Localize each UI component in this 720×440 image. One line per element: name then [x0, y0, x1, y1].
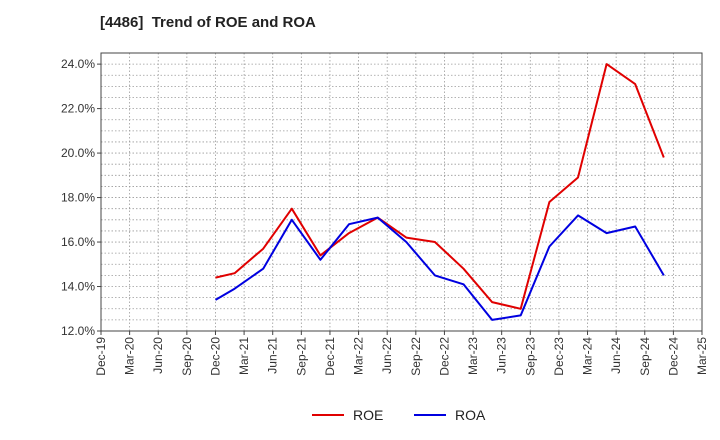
- x-tick-label: Mar-25: [695, 337, 709, 375]
- y-tick-label: 22.0%: [61, 102, 95, 116]
- y-tick-label: 24.0%: [61, 57, 95, 71]
- x-tick-label: Sep-22: [409, 337, 423, 376]
- legend-label-roe: ROE: [353, 407, 383, 423]
- x-tick-label: Jun-20: [151, 337, 165, 374]
- x-tick-label: Sep-20: [180, 337, 194, 376]
- y-tick-label: 20.0%: [61, 146, 95, 160]
- x-tick-label: Jun-23: [495, 337, 509, 374]
- x-tick-label: Mar-23: [466, 337, 480, 375]
- x-tick-label: Mar-24: [581, 337, 595, 375]
- x-tick-label: Mar-22: [352, 337, 366, 375]
- x-tick-label: Jun-21: [266, 337, 280, 374]
- y-tick-label: 14.0%: [61, 280, 95, 294]
- x-tick-label: Dec-19: [94, 337, 108, 376]
- series-line-roa: [214, 214, 665, 321]
- legend-label-roa: ROA: [455, 407, 486, 423]
- x-tick-label: Dec-21: [323, 337, 337, 376]
- x-tick-label: Dec-23: [552, 337, 566, 376]
- x-tick-label: Sep-23: [523, 337, 537, 376]
- x-tick-label: Sep-24: [638, 337, 652, 376]
- y-tick-label: 16.0%: [61, 235, 95, 249]
- chart-title: [4486] Trend of ROE and ROA: [100, 14, 316, 31]
- x-tick-label: Dec-22: [437, 337, 451, 376]
- plot-area: [101, 53, 702, 331]
- x-tick-label: Jun-22: [380, 337, 394, 374]
- series-line-roe: [215, 63, 665, 310]
- x-tick-label: Dec-24: [666, 337, 680, 376]
- x-tick-label: Mar-21: [237, 337, 251, 375]
- x-tick-label: Dec-20: [208, 337, 222, 376]
- x-tick-label: Sep-21: [294, 337, 308, 376]
- y-tick-label: 12.0%: [61, 324, 95, 338]
- x-tick-label: Jun-24: [609, 337, 623, 374]
- y-tick-label: 18.0%: [61, 191, 95, 205]
- plot-border: [100, 52, 703, 332]
- x-tick-label: Mar-20: [123, 337, 137, 375]
